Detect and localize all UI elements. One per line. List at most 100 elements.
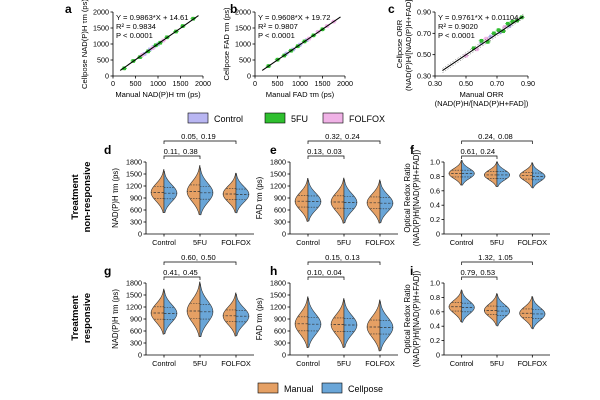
violin-half-cellpose-i [532, 296, 546, 330]
p-value-manual-g: 0.41, [163, 268, 180, 277]
violin-half-cellpose-e [379, 181, 394, 223]
significance-bracket-i [461, 276, 498, 280]
violin-half-cellpose-e [343, 179, 358, 223]
data-point-a [122, 66, 127, 71]
panel-letter-c: c [388, 2, 395, 16]
y-tick-label-e: 900 [274, 194, 286, 203]
violin-half-cellpose-e [307, 179, 322, 222]
regression-stat-c: Y = 0.9761*X + 0.01104 [438, 13, 518, 22]
violin-half-cellpose-i [461, 290, 475, 323]
violin-half-cellpose-f [532, 162, 546, 189]
violin-half-manual-e [366, 179, 381, 224]
confidence-band-c [442, 13, 524, 69]
x-axis-label-a: Manual NAD(P)H τm (ps) [115, 90, 201, 99]
p-value-manual-h: 0.10, [307, 268, 324, 277]
regression-stat-b: P < 0.0001 [258, 31, 295, 40]
p-value-manual-e: 0.32, [325, 132, 342, 141]
y-tick-label-h: 0 [282, 351, 286, 360]
violin-half-cellpose-f [461, 160, 475, 186]
regression-line-c [442, 15, 524, 72]
violin-half-manual-h [294, 296, 309, 349]
y-tick-label-h: 900 [274, 315, 286, 324]
data-point-c [496, 28, 501, 32]
legend-swatch-manual [257, 382, 279, 394]
violin-half-manual-i [448, 289, 462, 322]
violin-half-manual-e [330, 177, 345, 224]
y-tick-label-b: 1000 [235, 40, 251, 49]
violin-half-cellpose-d [163, 171, 178, 213]
panel-letter-d: d [104, 143, 111, 157]
panel-letter-h: h [270, 264, 277, 278]
legend-swatch-folfox [322, 112, 344, 124]
p-value-manual-d: 0.11, [164, 147, 180, 156]
category-label-f: Control [450, 238, 474, 247]
y-tick-label-i: 0.8 [430, 293, 440, 302]
legend-label-manual: Manual [284, 384, 314, 394]
p-value-manual-f: 0.61, [460, 147, 477, 156]
y-tick-label-a: 1500 [93, 24, 109, 33]
category-label-h: Control [296, 359, 320, 368]
x-tick-label-b: 1000 [292, 79, 308, 88]
data-point-c [484, 36, 488, 41]
violin-half-manual-f [448, 160, 462, 186]
significance-bracket-i [461, 261, 533, 265]
p-value-manual-i: 0.79, [460, 268, 477, 277]
violin-half-manual-g [222, 292, 237, 337]
panel-i: i 0 0.2 0.4 0.6 0.8 1.0 Control 5FU FOLFOX 0.79, 0.… [403, 253, 550, 368]
y-tick-label-e: 300 [274, 218, 286, 227]
category-label-i: FOLFOX [518, 359, 548, 368]
confidence-band-c [442, 18, 524, 73]
panel-c: c 0.30 0.50 0.70 0.90 0.30 0.50 0.70 0.90 Y = 0.9… [388, 0, 535, 108]
category-label-g: FOLFOX [221, 359, 251, 368]
significance-bracket-e [307, 140, 381, 144]
y-tick-label-c: 0.50 [417, 50, 431, 59]
y-tick-label-h: 1500 [270, 291, 286, 300]
y-tick-label-b: 0 [247, 72, 251, 81]
violin-half-cellpose-g [163, 290, 178, 334]
y-tick-label-i: 0 [436, 351, 440, 360]
row-label-non-responsive-line2: non-responsive [82, 162, 93, 233]
significance-bracket-f [461, 140, 533, 144]
y-tick-label-g: 1200 [126, 303, 142, 312]
y-axis-label-d: NAD(P)H τm (ps) [111, 168, 120, 228]
x-tick-label-a: 0 [111, 79, 115, 88]
x-tick-label-b: 1500 [315, 79, 331, 88]
y-tick-label-f: 0.6 [430, 186, 440, 195]
chart-panels: a 0 500 1000 1500 2000 0 500 1000 1500 2000 Y = 0.9… [65, 0, 550, 368]
y-tick-label-e: 1500 [270, 170, 286, 179]
data-point-c [489, 34, 493, 39]
x-axis-label-c: Manual ORR [460, 90, 504, 99]
regression-stat-c: R² = 0.9020 [438, 22, 478, 31]
p-value-cellpose-g: 0.45 [183, 268, 198, 277]
p-value-cellpose-g: 0.50 [201, 253, 216, 262]
violin-half-cellpose-f [496, 161, 511, 187]
significance-bracket-g [163, 261, 237, 265]
p-value-manual-e: 0.13, [307, 147, 324, 156]
legend-label-folfox: FOLFOX [349, 114, 385, 124]
x-tick-label-c: 0.50 [459, 79, 473, 88]
legend-swatch-5fu [264, 112, 286, 124]
data-point-c [492, 31, 496, 36]
x-tick-label-c: 0.70 [490, 79, 504, 88]
data-point-c [475, 47, 479, 52]
y-tick-label-d: 300 [130, 218, 142, 227]
category-label-d: Control [152, 238, 176, 247]
category-label-f: 5FU [490, 238, 504, 247]
y-tick-label-f: 0.8 [430, 172, 440, 181]
y-axis-label-f: Optical Redox Ratio [403, 163, 412, 233]
y-axis-label2-f: (NAD(P)H/[NAD(P)H+FAD]) [412, 149, 421, 246]
violin-half-cellpose-h [343, 299, 358, 348]
treatment-legend: Control 5FU FOLFOX [187, 112, 385, 124]
regression-stat-b: Y = 0.9608*X + 19.72 [258, 13, 331, 22]
p-value-cellpose-f: 0.24 [480, 147, 495, 156]
y-tick-label-g: 900 [130, 315, 142, 324]
category-label-g: 5FU [193, 359, 207, 368]
y-tick-label-g: 600 [130, 327, 142, 336]
y-tick-label-h: 300 [274, 339, 286, 348]
panel-a: a 0 500 1000 1500 2000 0 500 1000 1500 2000 Y = 0.9… [65, 0, 211, 99]
category-label-e: Control [296, 238, 320, 247]
y-tick-label-e: 1200 [270, 182, 286, 191]
data-point-c [479, 39, 484, 43]
x-tick-label-a: 500 [130, 79, 142, 88]
